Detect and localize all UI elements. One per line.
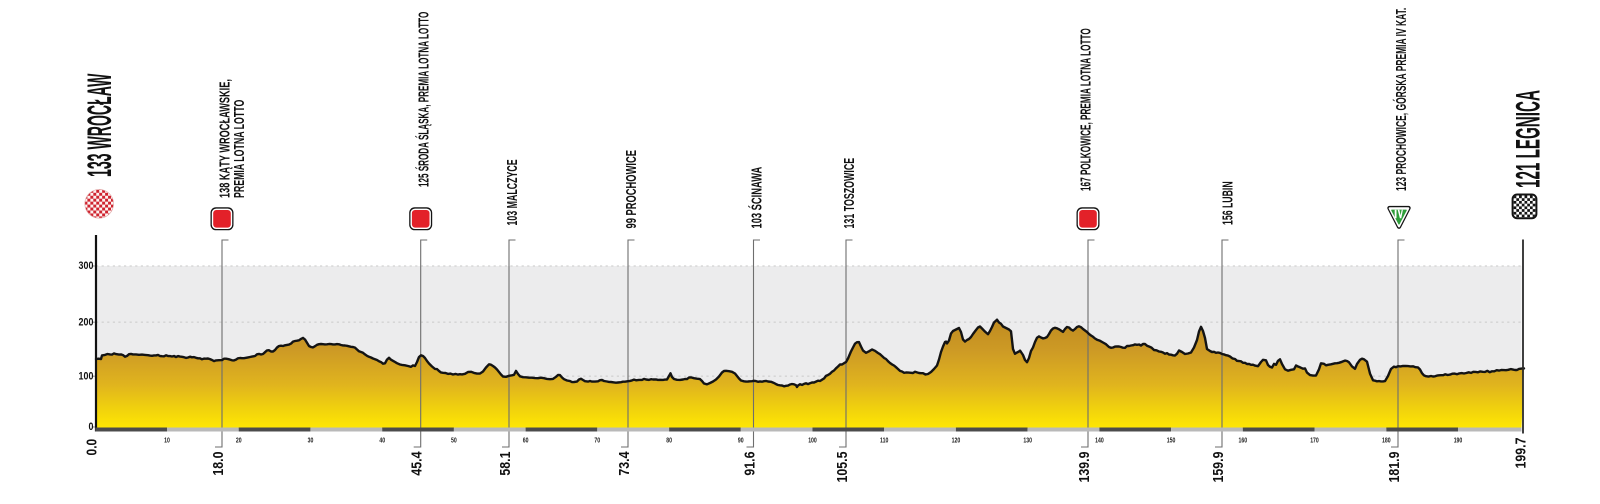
svg-text:58.1: 58.1 <box>497 451 513 476</box>
svg-text:103 MALCZYCE: 103 MALCZYCE <box>504 159 521 225</box>
svg-text:18.0: 18.0 <box>210 452 226 476</box>
svg-text:300: 300 <box>79 260 94 272</box>
svg-text:131 TOSZOWICE: 131 TOSZOWICE <box>841 158 858 229</box>
svg-text:45.4: 45.4 <box>409 451 425 476</box>
svg-text:40: 40 <box>379 437 385 445</box>
svg-text:130: 130 <box>1023 437 1032 445</box>
svg-text:73.4: 73.4 <box>616 451 632 476</box>
svg-text:200: 200 <box>79 316 94 328</box>
svg-text:20: 20 <box>236 437 242 445</box>
svg-text:199.7: 199.7 <box>1513 438 1529 469</box>
svg-text:138 KĄTY WROCŁAWSKIE,: 138 KĄTY WROCŁAWSKIE, <box>216 79 233 198</box>
svg-text:91.6: 91.6 <box>742 451 758 476</box>
svg-text:159.9: 159.9 <box>1210 451 1226 482</box>
svg-text:180: 180 <box>1382 437 1391 445</box>
svg-text:133 WROCŁAW: 133 WROCŁAW <box>80 73 119 177</box>
svg-text:30: 30 <box>308 437 314 445</box>
svg-text:139.9: 139.9 <box>1076 451 1092 482</box>
svg-text:100: 100 <box>79 370 94 382</box>
svg-text:160: 160 <box>1238 437 1247 445</box>
svg-text:99 PROCHOWICE: 99 PROCHOWICE <box>623 150 640 229</box>
svg-text:125 ŚRODA ŚLĄSKA, PREMIA LOTN: 125 ŚRODA ŚLĄSKA, PREMIA LOTNA LOTTO <box>415 12 432 187</box>
svg-text:50: 50 <box>451 437 457 445</box>
svg-text:70: 70 <box>594 437 600 445</box>
svg-text:60: 60 <box>523 437 529 445</box>
svg-text:120: 120 <box>952 437 961 445</box>
svg-text:0.0: 0.0 <box>83 439 99 456</box>
svg-text:110: 110 <box>880 437 889 445</box>
svg-text:121 LEGNICA: 121 LEGNICA <box>1509 90 1548 188</box>
svg-text:100: 100 <box>808 437 817 445</box>
svg-text:156 LUBIN: 156 LUBIN <box>1219 181 1236 225</box>
svg-text:167 POLKOWICE, PREMIA LOTNA L: 167 POLKOWICE, PREMIA LOTNA LOTTO <box>1077 28 1094 191</box>
svg-text:140: 140 <box>1095 437 1104 445</box>
svg-text:190: 190 <box>1454 437 1463 445</box>
svg-text:90: 90 <box>738 437 744 445</box>
svg-text:181.9: 181.9 <box>1386 451 1402 482</box>
svg-text:10: 10 <box>164 437 170 445</box>
svg-text:170: 170 <box>1310 437 1319 445</box>
svg-text:150: 150 <box>1167 437 1176 445</box>
svg-text:80: 80 <box>666 437 672 445</box>
svg-text:103 ŚCINAWA: 103 ŚCINAWA <box>747 167 765 229</box>
svg-text:105.5: 105.5 <box>834 451 850 482</box>
svg-text:0: 0 <box>88 421 93 433</box>
svg-text:PREMIA LOTNA LOTTO: PREMIA LOTNA LOTTO <box>231 100 248 198</box>
svg-text:123 PROCHOWICE, GÓRSKA PREMIA: 123 PROCHOWICE, GÓRSKA PREMIA IV KAT. <box>1391 8 1409 191</box>
